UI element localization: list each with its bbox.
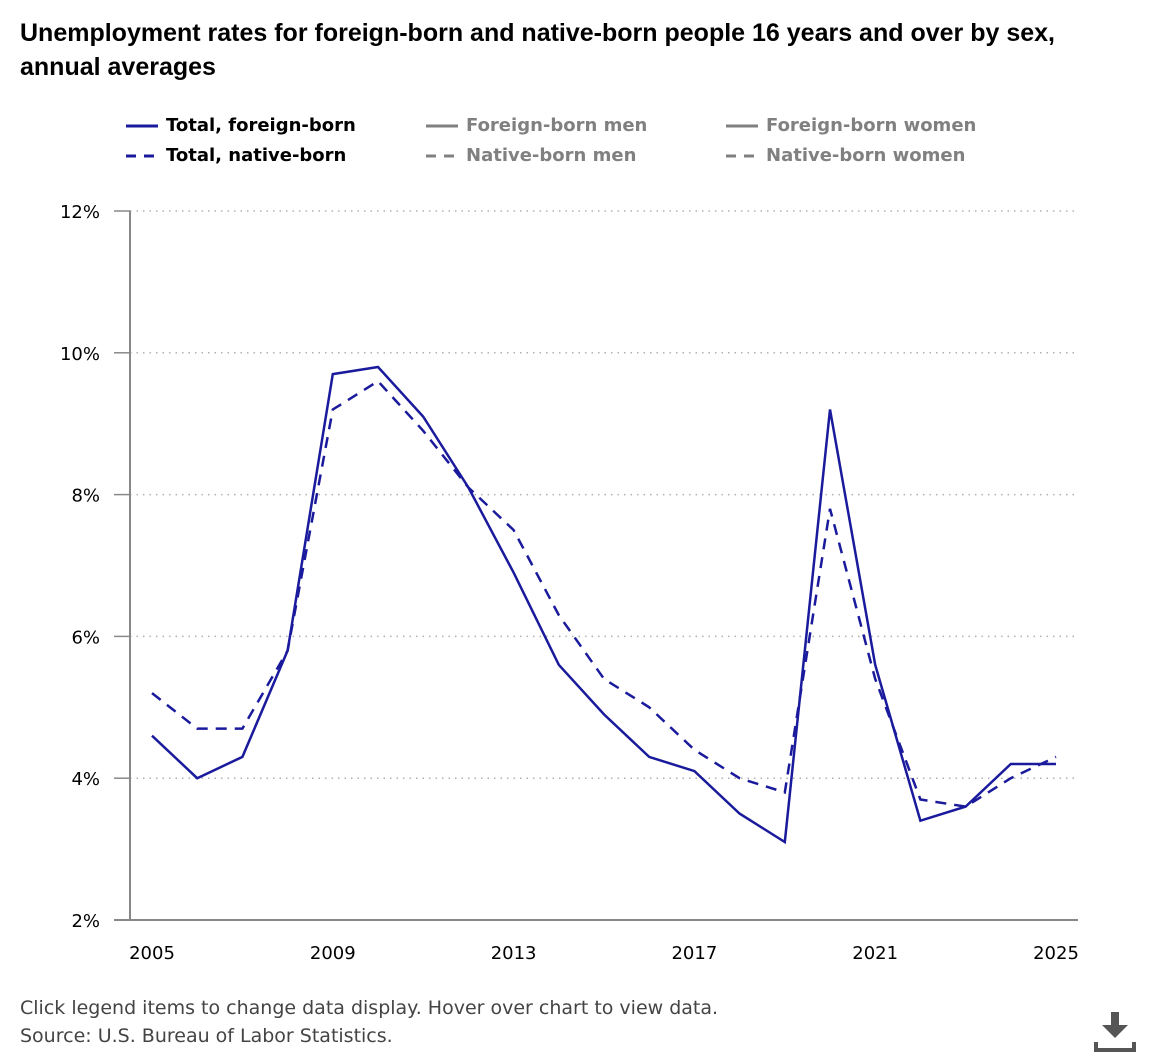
download-icon: [1094, 1012, 1136, 1052]
footnote: Click legend items to change data displa…: [20, 994, 718, 1050]
legend-item-3[interactable]: Foreign-born women: [724, 114, 976, 138]
legend-item-6[interactable]: Native-born women: [724, 144, 965, 168]
y-tick-label: 6%: [71, 627, 100, 648]
legend-label: Total, native-born: [166, 145, 347, 166]
series-line-1: [151, 365, 1056, 845]
x-tick-label: 2025: [1033, 943, 1079, 964]
x-tick-label: 2021: [852, 943, 898, 964]
legend-item-5[interactable]: Native-born men: [424, 144, 636, 168]
legend-label: Native-born women: [766, 145, 966, 166]
x-tick-label: 2005: [129, 943, 175, 964]
legend-swatch: [726, 124, 758, 128]
legend-label: Foreign-born men: [466, 115, 648, 136]
legend-label: Native-born men: [466, 145, 637, 166]
y-tick-label: 2%: [71, 911, 100, 932]
legend-swatch: [126, 154, 158, 158]
download-button[interactable]: [1093, 1010, 1137, 1054]
chart-title: Unemployment rates for foreign-born and …: [20, 19, 1055, 81]
series-line-2: [151, 379, 1057, 808]
legend: Total, foreign-born Foreign-born men Forei…: [124, 114, 1024, 176]
y-tick-label: 10%: [60, 344, 100, 365]
line-chart[interactable]: 2% 4% 6% 8% 10% 12% 2005 2009 2013 2017 2021 2025: [0, 180, 1160, 980]
instructions-text: Click legend items to change data displa…: [20, 997, 719, 1019]
source-text: Source: U.S. Bureau of Labor Statistics.: [20, 1025, 393, 1047]
legend-label: Total, foreign-born: [166, 115, 356, 136]
legend-swatch: [126, 124, 158, 128]
legend-label: Foreign-born women: [766, 115, 977, 136]
legend-item-4[interactable]: Total, native-born: [124, 144, 346, 168]
legend-swatch: [426, 124, 458, 128]
legend-swatch: [426, 154, 458, 158]
y-tick-label: 8%: [71, 486, 100, 507]
y-tick-label: 12%: [60, 202, 100, 223]
legend-item-2[interactable]: Foreign-born men: [424, 114, 647, 138]
x-tick-label: 2017: [671, 943, 717, 964]
x-tick-label: 2009: [310, 943, 356, 964]
legend-item-1[interactable]: Total, foreign-born: [124, 114, 356, 138]
x-tick-label: 2013: [491, 943, 537, 964]
legend-swatch: [726, 154, 758, 158]
y-tick-label: 4%: [71, 769, 100, 790]
